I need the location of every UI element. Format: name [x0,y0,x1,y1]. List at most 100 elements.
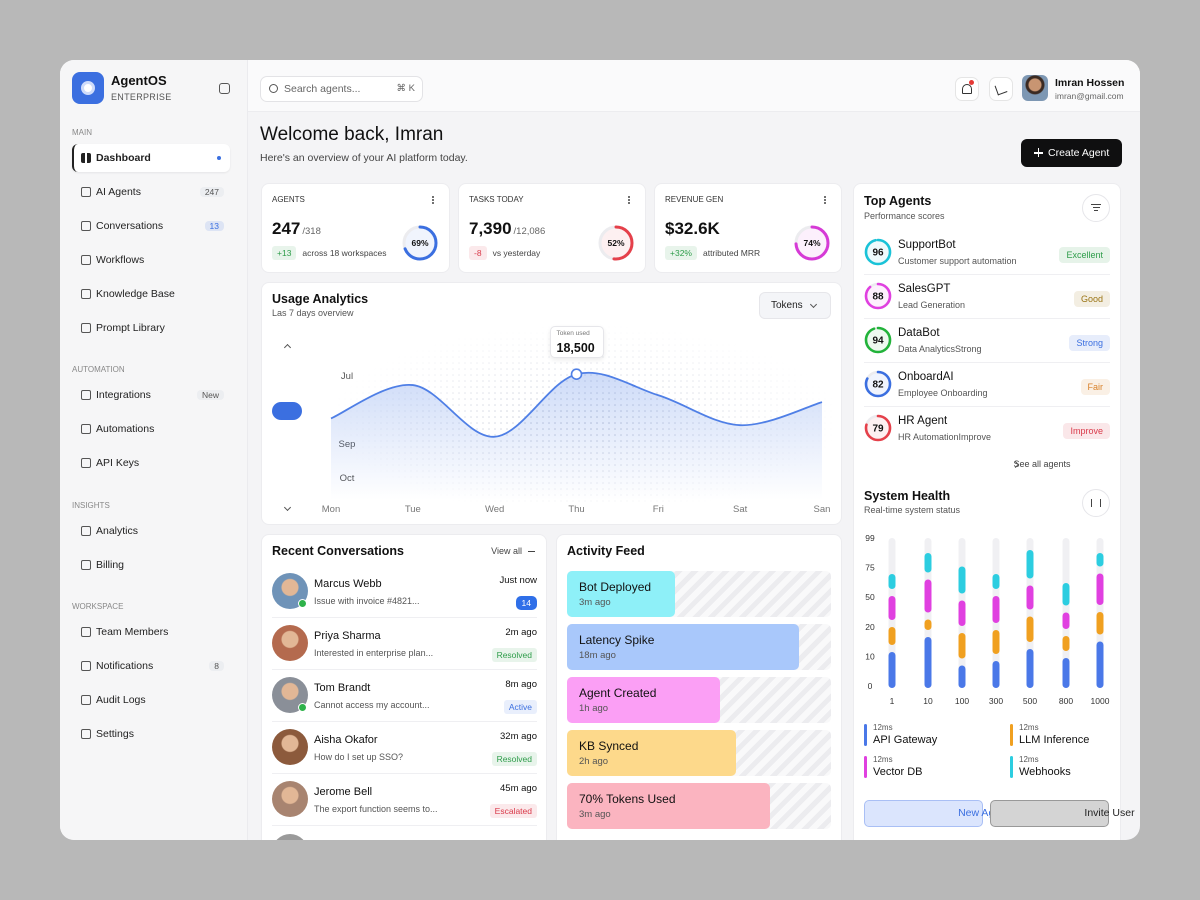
sidebar-toggle[interactable] [219,83,230,94]
agent-desc: Employee Onboarding [898,387,988,398]
nav-icon [81,187,91,197]
status-badge: Resolved [491,647,537,663]
nav-icon [81,390,91,400]
user-avatar[interactable] [1022,75,1048,101]
nav-label: AI Agents [96,185,141,198]
activity-label: 70% Tokens Used [579,791,676,806]
x-tick-label: Tue [405,504,421,515]
ring-label: 94 [872,336,884,347]
kebab-dot [628,202,630,204]
contact-message: Cannot access my account... [314,699,430,710]
stat-delta: +32% [665,246,697,260]
stat-value: 7,390 [469,219,512,238]
stat-note: attributed MRR [702,248,761,258]
x-tick-label: 10 [923,696,933,706]
agent-rating: Improve [1063,422,1110,440]
stat-value: $32.6K [665,219,720,238]
section-title: MAIN [72,128,92,138]
y-tick-label: 99 [865,533,875,543]
contact-message: Issue with invoice #4821... [314,595,420,606]
ring-label: 82 [872,380,884,391]
activity-time: 3m ago [579,597,611,609]
contact-avatar[interactable] [272,625,308,661]
usage-subtitle: Las 7 days overview [272,307,354,318]
agent-desc: Lead Generation [898,299,966,310]
health-segment [992,630,1000,654]
filter-button[interactable] [1082,194,1110,222]
health-settings-button[interactable] [1082,489,1110,517]
nav-label: Team Members [96,625,169,638]
nav-badge: New [196,389,224,401]
agent-score-ring: 79 [864,414,892,442]
health-segment [1026,550,1034,579]
brand-plan: ENTERPRISE [111,91,172,102]
ring-label: 69% [411,238,428,248]
plus-v [1037,148,1040,158]
nav-item-active[interactable] [72,144,230,172]
search-box[interactable] [260,76,423,102]
search-placeholder: Search agents... [284,82,361,95]
link-arrow [528,550,535,552]
invite-user-button[interactable] [990,800,1109,827]
see-all-agents: See all agents [1013,458,1071,469]
brand-name: AgentOS [111,73,167,89]
y-tick-label: 0 [868,681,873,691]
nav-icon [81,424,91,434]
conversations-card [261,534,547,840]
metric-dropdown[interactable] [759,292,831,319]
x-tick-label: 500 [1023,696,1037,706]
agent-score-ring: 94 [864,326,892,354]
health-segment [1096,612,1104,635]
agent-name: HR Agent [898,415,948,428]
health-segment [924,619,932,630]
nav-icon [81,323,91,333]
translate-button[interactable] [989,77,1013,101]
row-divider [864,406,1110,407]
activity-label: KB Synced [579,738,639,753]
activity-label: Bot Deployed [579,579,652,594]
search-icon [269,84,278,93]
nav-label: Notifications [96,659,154,672]
contact-name: Tom Brandt [314,682,371,695]
x-tick-label: 1000 [1091,696,1110,706]
status-badge: Escalated [489,803,537,819]
activity-bar [567,677,721,723]
stat-ring: 52% [598,225,634,261]
row-divider [272,773,537,774]
row-divider [864,274,1110,275]
user-email: imran@gmail.com [1055,90,1124,101]
contact-name: Marcus Webb [314,578,382,591]
health-segment [1026,616,1034,642]
legend-name: LLM Inference [1019,734,1090,747]
x-tick-label: 800 [1059,696,1073,706]
x-tick-label: Mon [322,504,340,515]
bell-icon [962,84,972,94]
health-segment [1096,641,1104,688]
activity-bar [567,730,736,776]
logo-mark [81,81,95,95]
agent-name: DataBot [898,327,940,340]
agent-rating: Excellent [1059,246,1110,264]
new-agent-button[interactable] [864,800,983,827]
ring-arc [864,326,892,354]
top-agents-title: Top Agents [864,193,932,208]
conversations-title: Recent Conversations [272,543,404,558]
contact-avatar[interactable] [272,781,308,817]
kebab-dot [432,199,434,201]
nav-label: API Keys [96,456,140,469]
y-tick-label: 20 [865,622,875,632]
kebab-dot [432,202,434,204]
health-segment [1062,583,1070,606]
agent-score-ring: 96 [864,238,892,266]
health-segment [924,553,932,573]
contact-avatar[interactable] [272,729,308,765]
message-time: 8m ago [505,679,537,691]
agent-rating: Fair [1080,378,1110,396]
legend-swatch [864,756,867,778]
status-badge: Resolved [491,751,537,767]
nav-badge: 247 [199,186,224,198]
month-pill[interactable] [272,402,302,420]
row-divider [864,362,1110,363]
nav-icon [81,289,91,299]
agent-desc: HR AutomationImprove [898,431,992,442]
